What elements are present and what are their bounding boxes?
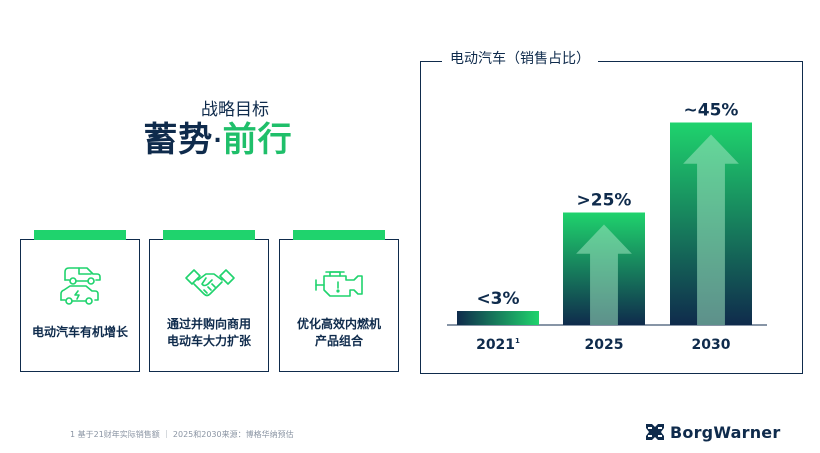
card-label: 电动汽车有机增长 [31,325,128,339]
data-label: ~45% [684,101,739,121]
ev-cars-icon [60,267,101,305]
engine-icon [315,271,363,297]
headline-word-2: 前行 [222,120,293,160]
bar-2021 [457,311,539,325]
strategy-card-commercial-ev: 通过并购向商用 电动车大力扩张 [149,230,269,372]
chart-frame [420,61,803,374]
chart-title: 电动汽车（销售占比） [442,49,598,69]
logo-text: BorgWarner [670,422,781,442]
card-tab [163,230,255,240]
handshake-icon [185,269,235,297]
up-arrow-icon [576,224,632,325]
headline-dot: · [213,128,223,154]
category-label: 2030 [692,337,731,353]
card-label: 通过并购向商用 电动车大力扩张 [166,317,251,348]
strategy-card-ice-portfolio: 优化高效内燃机 产品组合 [279,230,399,372]
headline-main: 蓄势·前行 [88,118,348,164]
category-label: 20211 [476,337,520,353]
footnote-marker: 1 [515,337,520,345]
borgwarner-logo-icon [646,424,664,440]
data-label: <3% [476,289,519,309]
card-label: 优化高效内燃机 产品组合 [296,317,381,348]
card-tab [293,230,385,240]
category-label: 2025 [585,337,624,353]
footnote: 1 基于21财年实际销售额 ｜ 2025和2030来源：博格华纳预估 [70,430,294,439]
strategy-card-ev-growth: 电动汽车有机增长 [20,230,140,372]
headline-subtitle: 战略目标 [201,100,269,120]
card-tab [34,230,126,240]
headline-word-1: 蓄势 [143,120,214,160]
up-arrow-icon [683,134,739,325]
borgwarner-logo: BorgWarner [645,420,805,444]
data-label: >25% [577,191,632,211]
